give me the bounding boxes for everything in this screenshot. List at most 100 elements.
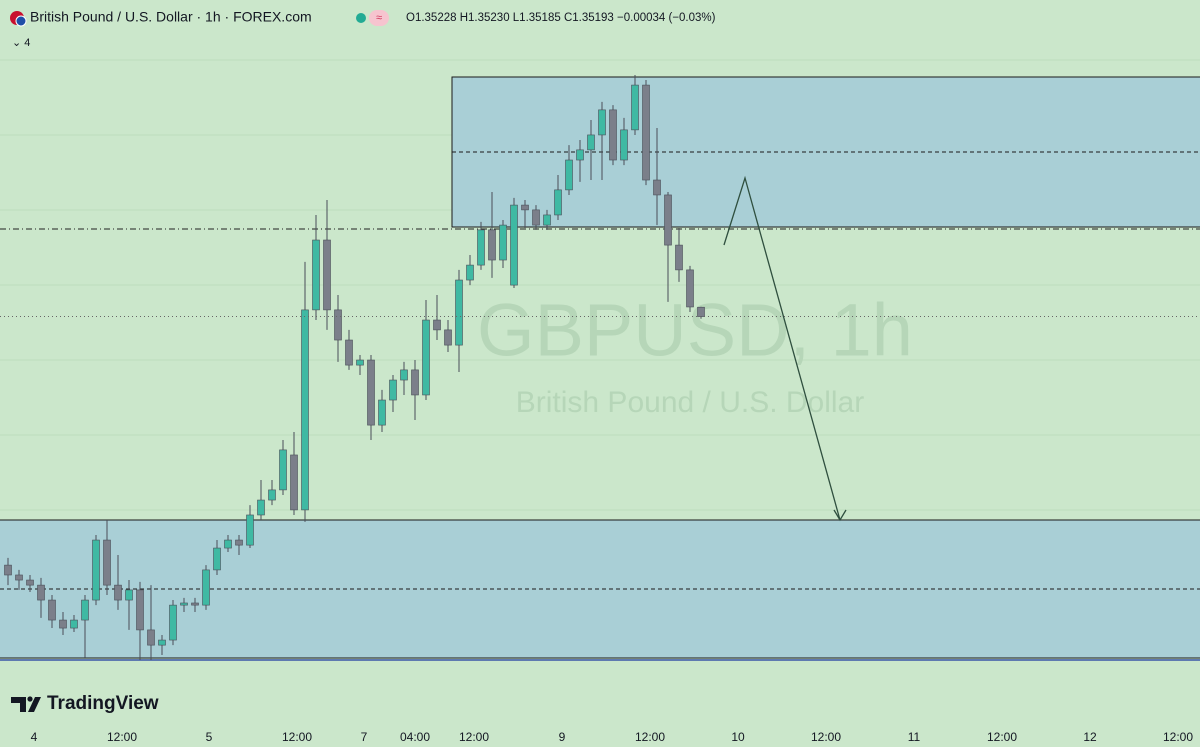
logo-icon [27, 696, 33, 702]
candle-body [290, 454, 298, 511]
x-tick-label: 12:00 [635, 730, 665, 744]
x-tick-label: 9 [559, 730, 566, 744]
candle-body [609, 109, 617, 161]
candle-body [400, 369, 408, 381]
arrow-head [833, 509, 847, 522]
x-tick-label: 12:00 [811, 730, 841, 744]
candle-body [235, 539, 243, 546]
candle-body [576, 149, 584, 161]
candle-body [268, 489, 276, 501]
candle-body [279, 449, 287, 491]
candle-body [631, 84, 639, 131]
candle-body [191, 602, 199, 606]
candle-body [180, 602, 188, 606]
candle-body [521, 204, 529, 211]
candle-body [389, 379, 397, 401]
x-tick-label: 10 [731, 730, 745, 744]
candle-body [664, 194, 672, 246]
candle-body [466, 264, 474, 281]
candle-body [356, 359, 364, 366]
candle-body [37, 584, 45, 601]
x-tick-label: 12:00 [107, 730, 137, 744]
candle-body [246, 514, 254, 546]
candle-body [499, 224, 507, 261]
demand-zone [0, 519, 1200, 659]
candle-body [70, 619, 78, 629]
candle-body [26, 579, 34, 586]
x-tick-label: 11 [908, 730, 921, 744]
ohlc: O1.35228 H1.35230 L1.35185 C1.35193 −0.0… [406, 12, 716, 24]
x-tick-label: 12:00 [987, 730, 1017, 744]
candle-body [510, 204, 518, 286]
candle-body [532, 209, 540, 226]
candle-body [323, 239, 331, 311]
symbol-title: British Pound / U.S. Dollar · 1h · FOREX… [30, 9, 312, 25]
candle-body [675, 244, 683, 271]
x-tick-label: 12:00 [1163, 730, 1193, 744]
candle-body [59, 619, 67, 629]
x-axis: 4 12:00 5 12:00 7 04:00 12:00 9 12:00 10 12:00 11 12… [31, 730, 1194, 744]
x-tick-label: 7 [361, 730, 368, 744]
candle-body [653, 179, 661, 196]
candle-body [587, 134, 595, 151]
candle-body [169, 604, 177, 641]
status-dot [356, 13, 366, 23]
x-tick-label: 12 [1083, 730, 1097, 744]
header: British Pound / U.S. Dollar · 1h · FOREX… [10, 9, 716, 49]
x-tick-label: 04:00 [400, 730, 430, 744]
candle-body [620, 129, 628, 161]
candle-body [642, 84, 650, 181]
projection-arrow [723, 175, 841, 521]
candle-body [15, 574, 23, 581]
candles [0, 74, 1200, 661]
watermark-symbol: GBPUSD, 1h [477, 289, 913, 372]
candle-body [444, 329, 452, 346]
candle-body [312, 239, 320, 311]
logo-text: TradingView [47, 693, 159, 714]
candle-body [367, 359, 375, 426]
candle-body [125, 589, 133, 601]
candle-body [114, 584, 122, 601]
candle-body [455, 279, 463, 346]
flag-icon [15, 15, 27, 27]
candle-body [4, 564, 12, 576]
candle-body [422, 319, 430, 396]
candle-body [554, 189, 562, 216]
x-tick-label: 4 [31, 730, 38, 744]
x-tick-label: 12:00 [282, 730, 312, 744]
candle-body [224, 539, 232, 549]
candle-body [257, 499, 265, 516]
candle-body [686, 269, 694, 308]
candle-body [543, 214, 551, 226]
candle-body [103, 539, 111, 586]
logo: TradingView [11, 693, 159, 714]
candle-body [488, 229, 496, 261]
watermark-name: British Pound / U.S. Dollar [516, 386, 864, 419]
status-badge-text: ≈ [376, 12, 382, 24]
candle-body [565, 159, 573, 191]
x-tick-label: 12:00 [459, 730, 489, 744]
candle-body [92, 539, 100, 601]
candle-body [81, 599, 89, 621]
logo-icon [11, 697, 26, 712]
candle-body [213, 547, 221, 571]
indicator-toggle[interactable]: ⌄ 4 [12, 37, 30, 49]
candle-body [477, 229, 485, 266]
candle-body [301, 309, 309, 511]
logo-icon [28, 697, 41, 712]
candle-body [158, 639, 166, 646]
candle-body [136, 589, 144, 631]
candle-body [378, 399, 386, 426]
x-tick-label: 5 [206, 730, 213, 744]
candle-body [433, 319, 441, 331]
candle-body [202, 569, 210, 606]
candle-body [598, 109, 606, 136]
candle-body [334, 309, 342, 341]
candle-body [697, 306, 705, 317]
candle-body [411, 369, 419, 396]
candle-body [147, 629, 155, 646]
candle-body [48, 599, 56, 621]
status-badge [369, 10, 389, 26]
